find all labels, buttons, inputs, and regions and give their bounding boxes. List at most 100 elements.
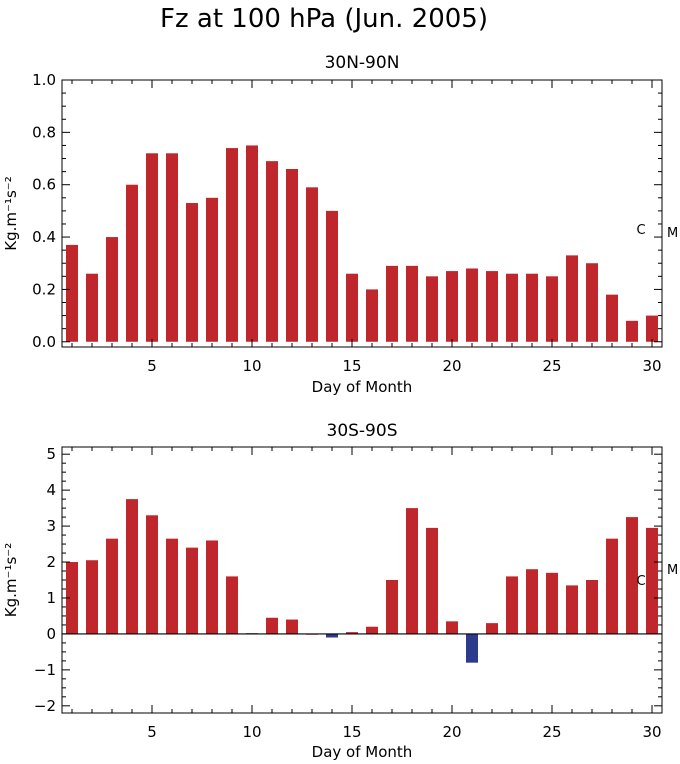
x-axis-label: Day of Month — [312, 743, 413, 761]
y-tick-label: 1 — [46, 589, 56, 607]
bar — [346, 632, 358, 634]
bar — [566, 585, 578, 634]
bar — [246, 145, 258, 342]
figure-title: Fz at 100 hPa (Jun. 2005) — [160, 4, 488, 34]
bar — [626, 517, 638, 634]
bar — [466, 268, 478, 342]
bar — [386, 580, 398, 634]
x-tick-label: 5 — [147, 357, 157, 375]
y-tick-label: −2 — [34, 697, 56, 715]
y-tick-label: −1 — [34, 661, 56, 679]
y-tick-label: 0.0 — [32, 333, 56, 351]
bar — [526, 273, 538, 342]
bar — [386, 265, 398, 342]
bar — [506, 576, 518, 634]
bar — [166, 153, 178, 342]
bar — [446, 271, 458, 342]
bar — [286, 619, 298, 634]
x-tick-label: 25 — [542, 723, 561, 741]
bar — [486, 623, 498, 634]
chart-title: 30N-90N — [325, 53, 400, 73]
bar — [426, 527, 438, 634]
bar — [606, 538, 618, 634]
x-tick-label: 10 — [242, 723, 261, 741]
bar — [426, 276, 438, 342]
marker-c: C — [636, 574, 645, 589]
y-tick-label: 0.8 — [32, 123, 56, 141]
bar — [146, 153, 158, 342]
bar — [326, 210, 338, 342]
bar — [366, 626, 378, 634]
bar — [586, 263, 598, 342]
bar — [266, 617, 278, 634]
bar — [86, 273, 98, 342]
chart-panel: 30N-90N 0.0 0.2 0.4 0.6 0.8 1.0 5 10 15 20 25 30 Day … — [2, 53, 678, 396]
x-tick-label: 10 — [242, 357, 261, 375]
bar — [186, 203, 198, 342]
y-tick-label: 1.0 — [32, 71, 56, 89]
y-axis-label: Kg.m⁻¹s⁻² — [2, 176, 20, 250]
bar — [486, 271, 498, 342]
bar — [446, 621, 458, 634]
bar — [406, 265, 418, 342]
bar — [466, 633, 478, 663]
bar — [646, 315, 658, 342]
x-tick-label: 30 — [642, 723, 661, 741]
y-tick-label: 0 — [46, 625, 56, 643]
x-tick-label: 20 — [442, 723, 461, 741]
bar — [226, 576, 238, 634]
bar — [506, 273, 518, 342]
chart-title: 30S-90S — [327, 421, 398, 441]
marker-m: M — [667, 563, 678, 578]
bar — [146, 515, 158, 634]
x-tick-label: 30 — [642, 357, 661, 375]
bar — [326, 633, 338, 638]
bar — [646, 527, 658, 634]
bar — [626, 320, 638, 342]
plot-frame — [61, 79, 663, 348]
x-tick-label: 15 — [342, 723, 361, 741]
bar — [546, 276, 558, 342]
bar — [546, 572, 558, 634]
chart-panel: 30S-90S −2 −1 0 1 2 3 4 5 5 10 15 20 25 30 Day of Month… — [2, 421, 678, 761]
bar — [526, 569, 538, 634]
x-tick-label: 15 — [342, 357, 361, 375]
bar — [226, 148, 238, 342]
bar — [346, 273, 358, 342]
y-tick-label: 0.4 — [32, 228, 56, 246]
bar — [606, 294, 618, 342]
bar — [186, 547, 198, 634]
bar — [566, 255, 578, 342]
bar — [206, 197, 218, 342]
y-tick-label: 0.6 — [32, 176, 56, 194]
x-tick-label: 20 — [442, 357, 461, 375]
bar — [66, 244, 78, 342]
bar — [66, 562, 78, 634]
x-tick-label: 25 — [542, 357, 561, 375]
y-tick-label: 5 — [46, 445, 56, 463]
bar — [366, 289, 378, 342]
y-tick-label: 3 — [46, 517, 56, 535]
bar — [306, 187, 318, 342]
marker-c: C — [636, 223, 645, 238]
bar — [206, 540, 218, 634]
bar — [106, 237, 118, 342]
y-tick-label: 0.2 — [32, 280, 56, 298]
bar — [166, 538, 178, 634]
bar — [286, 169, 298, 342]
bar — [86, 560, 98, 634]
x-axis-label: Day of Month — [312, 378, 413, 396]
bar — [126, 499, 138, 634]
marker-m: M — [667, 226, 678, 241]
bar — [106, 538, 118, 634]
x-tick-label: 5 — [147, 723, 157, 741]
bar — [406, 508, 418, 634]
y-tick-label: 4 — [46, 481, 56, 499]
y-axis-label: Kg.m⁻¹s⁻² — [2, 543, 20, 617]
y-tick-label: 2 — [46, 553, 56, 571]
bar — [586, 580, 598, 634]
bar — [126, 184, 138, 342]
bar — [266, 161, 278, 342]
